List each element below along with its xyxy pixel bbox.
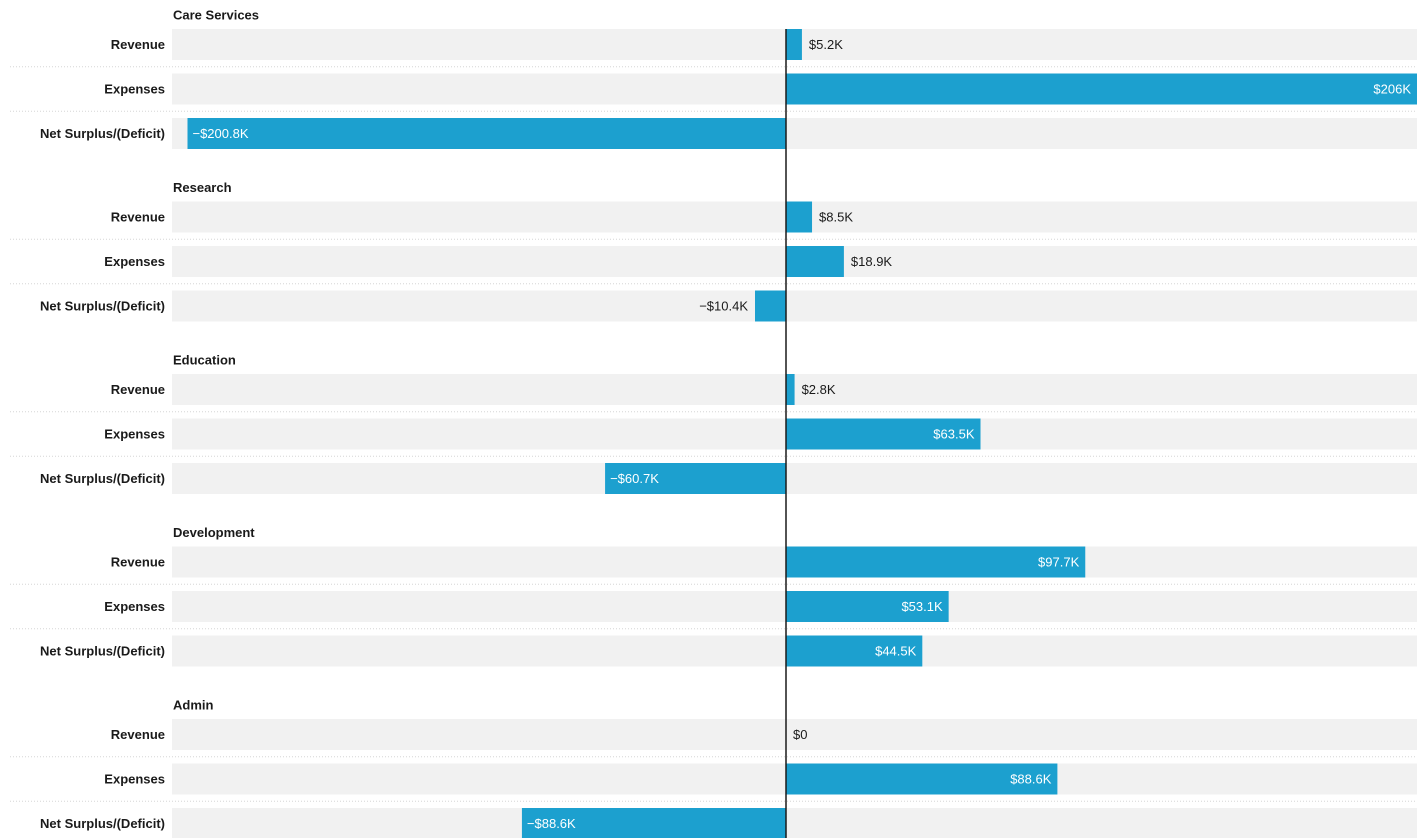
row-label-development-net-surplus-deficit: Net Surplus/(Deficit) — [40, 644, 165, 659]
value-label-admin-revenue: $0 — [793, 727, 807, 742]
row-label-care-services-net-surplus-deficit: Net Surplus/(Deficit) — [40, 126, 165, 141]
value-label-development-expenses: $53.1K — [901, 599, 943, 614]
value-label-care-services-expenses: $206K — [1373, 82, 1411, 97]
bar-research-net-surplus-deficit — [755, 290, 786, 322]
row-track-admin-net-surplus-deficit — [172, 808, 1417, 838]
row-label-education-net-surplus-deficit: Net Surplus/(Deficit) — [40, 471, 165, 486]
row-label-education-revenue: Revenue — [111, 382, 165, 397]
bar-development-revenue — [786, 546, 1086, 578]
bar-development-net-surplus-deficit — [786, 635, 923, 667]
value-label-development-net-surplus-deficit: $44.5K — [875, 644, 917, 659]
bar-admin-expenses — [786, 763, 1058, 795]
bar-care-services-revenue — [786, 29, 802, 60]
row-label-admin-revenue: Revenue — [111, 727, 165, 742]
bar-research-expenses — [786, 246, 844, 277]
row-track-research-net-surplus-deficit — [172, 290, 1417, 322]
bar-education-revenue — [786, 374, 795, 405]
group-title-research: Research — [173, 180, 232, 195]
row-label-admin-expenses: Expenses — [104, 772, 165, 787]
value-label-development-revenue: $97.7K — [1038, 555, 1080, 570]
bar-care-services-expenses — [786, 73, 1417, 105]
row-track-admin-revenue — [172, 719, 1417, 750]
value-label-research-revenue: $8.5K — [819, 210, 853, 225]
row-label-research-expenses: Expenses — [104, 254, 165, 269]
value-label-research-expenses: $18.9K — [851, 254, 893, 269]
bar-education-net-surplus-deficit — [605, 463, 786, 494]
group-title-development: Development — [173, 525, 255, 540]
value-label-care-services-net-surplus-deficit: −$200.8K — [192, 126, 248, 141]
row-separators — [10, 66, 1417, 802]
bar-development-expenses — [786, 591, 949, 622]
labels: Care Services Revenue $5.2K Expenses $206K Ne… — [40, 8, 1411, 832]
group-title-care-services: Care Services — [173, 8, 259, 23]
bar-admin-net-surplus-deficit — [521, 808, 786, 838]
value-label-education-expenses: $63.5K — [933, 427, 975, 442]
row-label-care-services-expenses: Expenses — [104, 82, 165, 97]
value-label-admin-expenses: $88.6K — [1010, 772, 1052, 787]
row-label-research-net-surplus-deficit: Net Surplus/(Deficit) — [40, 299, 165, 314]
value-label-education-net-surplus-deficit: −$60.7K — [610, 471, 659, 486]
bars — [187, 29, 1417, 838]
group-title-education: Education — [173, 353, 236, 368]
row-label-development-revenue: Revenue — [111, 555, 165, 570]
group-title-admin: Admin — [173, 698, 214, 713]
bar-care-services-net-surplus-deficit — [187, 118, 786, 149]
value-label-admin-net-surplus-deficit: −$88.6K — [527, 816, 576, 831]
row-label-care-services-revenue: Revenue — [111, 37, 165, 52]
row-label-research-revenue: Revenue — [111, 210, 165, 225]
row-track-education-net-surplus-deficit — [172, 463, 1417, 494]
bar-education-expenses — [786, 418, 981, 450]
value-label-care-services-revenue: $5.2K — [809, 37, 843, 52]
row-label-education-expenses: Expenses — [104, 427, 165, 442]
value-label-education-revenue: $2.8K — [802, 382, 836, 397]
row-label-development-expenses: Expenses — [104, 599, 165, 614]
value-label-research-net-surplus-deficit: −$10.4K — [699, 299, 748, 314]
row-label-admin-net-surplus-deficit: Net Surplus/(Deficit) — [40, 816, 165, 831]
bar-research-revenue — [786, 201, 813, 233]
